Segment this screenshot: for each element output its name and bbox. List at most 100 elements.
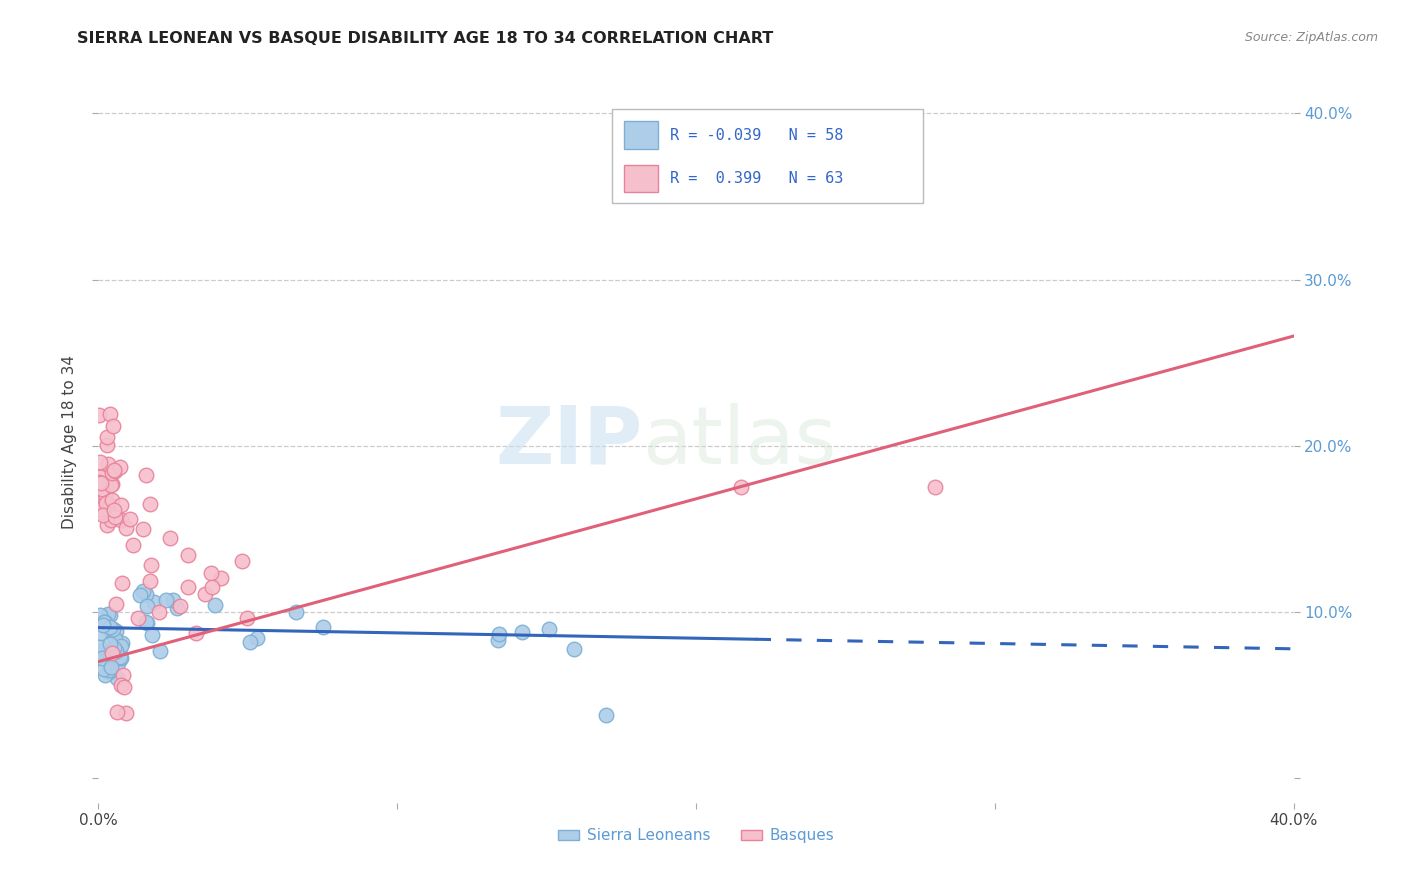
Point xyxy=(111,636,134,650)
Point xyxy=(90,651,112,665)
Point xyxy=(155,593,177,607)
Point xyxy=(141,628,163,642)
Point xyxy=(110,678,132,692)
Point xyxy=(94,507,117,521)
Point xyxy=(101,476,124,491)
Point xyxy=(924,480,946,494)
Point xyxy=(132,523,155,537)
Point xyxy=(89,469,111,483)
Point xyxy=(98,663,121,677)
Text: Source: ZipAtlas.com: Source: ZipAtlas.com xyxy=(1244,31,1378,45)
Point xyxy=(107,656,129,670)
Point xyxy=(90,482,112,496)
Point xyxy=(103,503,125,517)
Point xyxy=(111,575,134,590)
Point xyxy=(177,580,200,594)
Point xyxy=(104,509,127,524)
Text: R = -0.039   N = 58: R = -0.039 N = 58 xyxy=(669,128,844,143)
Point xyxy=(246,631,269,645)
Point xyxy=(177,548,200,562)
Point xyxy=(90,501,112,516)
Point xyxy=(510,625,533,640)
Point xyxy=(104,632,127,646)
Point xyxy=(90,475,112,490)
Point xyxy=(103,463,125,477)
Point xyxy=(159,531,181,545)
Bar xyxy=(624,121,658,149)
Point xyxy=(488,626,510,640)
Point xyxy=(138,496,160,510)
Point xyxy=(115,706,138,720)
Point xyxy=(89,455,111,469)
Point xyxy=(98,498,121,512)
Point xyxy=(200,566,222,581)
Point xyxy=(100,607,122,622)
Point xyxy=(87,640,110,655)
Point xyxy=(100,660,122,674)
Point xyxy=(135,615,157,630)
Y-axis label: Disability Age 18 to 34: Disability Age 18 to 34 xyxy=(62,354,77,529)
Point xyxy=(100,624,122,639)
Point xyxy=(138,574,160,588)
Point xyxy=(135,468,157,483)
Point xyxy=(135,587,157,601)
Point xyxy=(148,605,170,619)
Point xyxy=(129,588,152,602)
Point xyxy=(730,480,752,494)
Point xyxy=(98,407,121,421)
Point xyxy=(100,648,122,663)
Point xyxy=(204,598,226,612)
Point xyxy=(186,625,208,640)
Point xyxy=(169,599,191,613)
Point xyxy=(94,667,117,681)
Point xyxy=(486,633,509,648)
Point xyxy=(110,639,132,653)
Point xyxy=(94,615,117,629)
Point xyxy=(118,512,141,526)
Point xyxy=(101,646,124,660)
Point xyxy=(110,513,132,527)
Text: R =  0.399   N = 63: R = 0.399 N = 63 xyxy=(669,171,844,186)
Point xyxy=(97,457,120,471)
Point xyxy=(209,570,232,584)
Bar xyxy=(613,109,924,203)
Point xyxy=(110,498,132,512)
Point xyxy=(142,594,165,608)
Point xyxy=(90,499,112,513)
Point xyxy=(135,599,157,613)
Point xyxy=(132,583,155,598)
Point xyxy=(91,508,114,523)
Point xyxy=(162,593,184,607)
Point xyxy=(201,580,224,594)
Point xyxy=(98,636,121,650)
Text: SIERRA LEONEAN VS BASQUE DISABILITY AGE 18 TO 34 CORRELATION CHART: SIERRA LEONEAN VS BASQUE DISABILITY AGE … xyxy=(77,31,773,46)
Point xyxy=(93,487,115,501)
Point xyxy=(112,668,135,682)
Point xyxy=(100,513,122,527)
Point xyxy=(93,662,115,676)
Point xyxy=(141,558,163,572)
Point xyxy=(89,409,111,423)
Point xyxy=(239,634,262,648)
Point xyxy=(105,705,128,719)
Point xyxy=(105,671,128,685)
Point xyxy=(108,640,131,654)
Point xyxy=(96,438,118,452)
Point xyxy=(100,477,122,491)
Point xyxy=(101,466,124,480)
Point xyxy=(104,624,127,639)
Point xyxy=(98,620,121,634)
Text: atlas: atlas xyxy=(643,402,837,481)
Point xyxy=(537,622,560,636)
Point xyxy=(149,643,172,657)
Point xyxy=(104,464,127,478)
Point xyxy=(194,587,217,601)
Point xyxy=(87,475,110,489)
Point xyxy=(112,680,135,694)
Point xyxy=(312,620,335,634)
Point xyxy=(115,521,138,535)
Point xyxy=(166,601,188,615)
Point xyxy=(91,618,114,632)
Point xyxy=(127,611,149,625)
Point xyxy=(89,608,111,623)
